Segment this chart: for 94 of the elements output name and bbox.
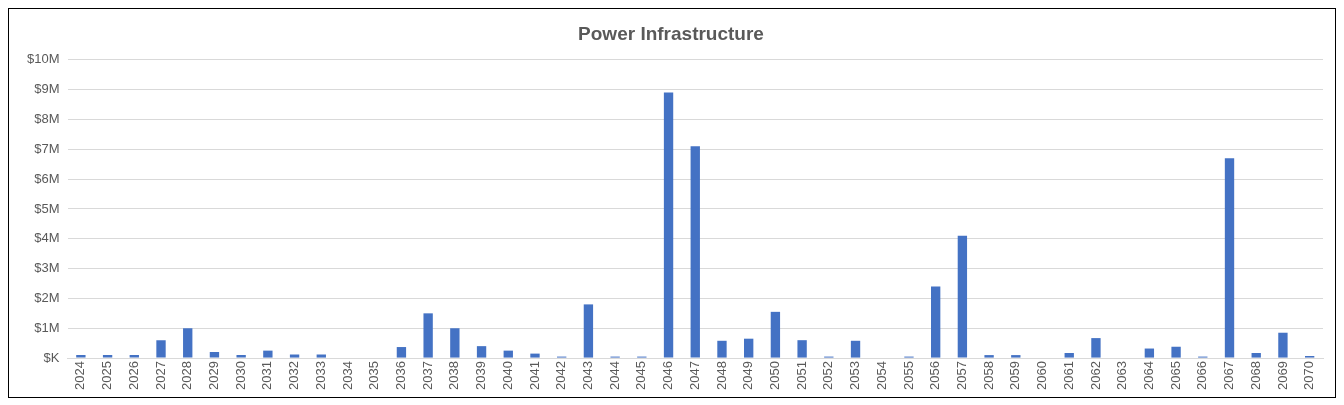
x-tick-label: 2038 (446, 361, 462, 390)
x-tick-label: 2041 (526, 361, 542, 390)
x-tick-label: 2064 (1140, 361, 1156, 390)
bar (744, 338, 754, 358)
bar (770, 311, 781, 358)
bar (1224, 158, 1235, 358)
x-tick-label: 2039 (473, 361, 489, 390)
x-tick-label: 2050 (766, 361, 782, 390)
x-tick-label: 2069 (1274, 361, 1290, 390)
x-tick-label: 2040 (499, 361, 515, 390)
bar (102, 355, 113, 358)
bar (476, 346, 487, 358)
x-tick-label: 2037 (419, 361, 435, 390)
x-tick-label: 2027 (152, 361, 168, 390)
x-tick-label: 2066 (1194, 361, 1210, 390)
bar (263, 350, 273, 358)
bar (1251, 353, 1261, 358)
bar (583, 304, 594, 358)
bar (984, 355, 994, 358)
bar (289, 354, 300, 358)
x-tick-label: 2049 (740, 361, 756, 390)
bar (1171, 346, 1181, 358)
bar (663, 92, 674, 358)
bar (1144, 348, 1155, 358)
y-tick-label: $10M (26, 51, 60, 67)
bar (1278, 332, 1288, 358)
x-tick-label: 2067 (1221, 361, 1237, 390)
x-tick-label: 2033 (312, 361, 328, 390)
y-tick-label: $K (43, 349, 60, 365)
y-tick-label: $1M (34, 319, 60, 335)
x-tick-label: 2061 (1060, 361, 1076, 390)
x-tick-label: 2042 (553, 361, 569, 390)
bar (129, 355, 139, 358)
bar (797, 340, 807, 358)
bar (530, 353, 540, 358)
bar (396, 347, 407, 358)
bar (1011, 355, 1021, 358)
x-tick-label: 2046 (660, 361, 676, 390)
x-tick-label: 2028 (179, 361, 195, 390)
y-tick-label: $3M (34, 260, 60, 276)
x-tick-label: 2025 (99, 361, 115, 390)
y-tick-label: $7M (34, 140, 60, 156)
x-tick-label: 2052 (820, 361, 836, 390)
bar (450, 328, 460, 358)
x-tick-label: 2062 (1087, 361, 1103, 390)
x-tick-label: 2036 (393, 361, 408, 390)
bar (183, 328, 193, 358)
bar (1091, 338, 1101, 358)
bar (931, 286, 941, 358)
x-tick-label: 2065 (1167, 361, 1183, 390)
x-tick-label: 2059 (1007, 361, 1023, 390)
x-tick-label: 2063 (1114, 361, 1130, 390)
bar (957, 235, 968, 358)
y-tick-label: $6M (34, 170, 60, 186)
x-tick-label: 2060 (1034, 361, 1050, 390)
x-tick-label: 2048 (713, 361, 729, 390)
y-tick-label: $2M (34, 290, 60, 305)
bar (76, 355, 86, 358)
bar (1064, 353, 1074, 358)
x-tick-label: 2034 (339, 361, 355, 390)
x-tick-label: 2068 (1247, 361, 1263, 390)
x-tick-label: 2053 (847, 361, 863, 390)
y-tick-label: $5M (34, 200, 60, 216)
x-tick-label: 2029 (206, 361, 222, 390)
x-tick-label: 2031 (259, 361, 275, 390)
chart-title: Power Infrastructure (578, 22, 764, 44)
x-tick-label: 2030 (232, 361, 248, 390)
bar (717, 340, 727, 358)
x-tick-label: 2055 (900, 361, 916, 390)
x-tick-label: 2043 (579, 361, 595, 390)
x-tick-label: 2054 (873, 361, 889, 390)
bar (316, 354, 326, 358)
y-tick-label: $4M (34, 230, 60, 246)
x-tick-label: 2057 (953, 361, 969, 390)
bar (236, 355, 246, 358)
x-tick-label: 2058 (980, 361, 996, 390)
bar (209, 352, 220, 358)
x-tick-label: 2056 (927, 361, 943, 390)
x-tick-label: 2051 (793, 361, 809, 390)
x-tick-label: 2070 (1301, 361, 1317, 390)
bar (503, 350, 513, 358)
bar (850, 340, 861, 358)
bar (423, 313, 433, 358)
x-tick-label: 2032 (286, 361, 302, 390)
x-tick-label: 2024 (72, 361, 88, 390)
x-tick-label: 2045 (633, 361, 649, 390)
bar (690, 146, 700, 358)
y-tick-label: $8M (34, 111, 60, 127)
x-tick-label: 2026 (125, 361, 141, 390)
y-tick-label: $9M (34, 81, 60, 97)
bar (156, 340, 166, 358)
x-tick-label: 2044 (606, 361, 622, 390)
x-tick-label: 2035 (366, 361, 382, 390)
x-tick-label: 2047 (686, 361, 702, 390)
